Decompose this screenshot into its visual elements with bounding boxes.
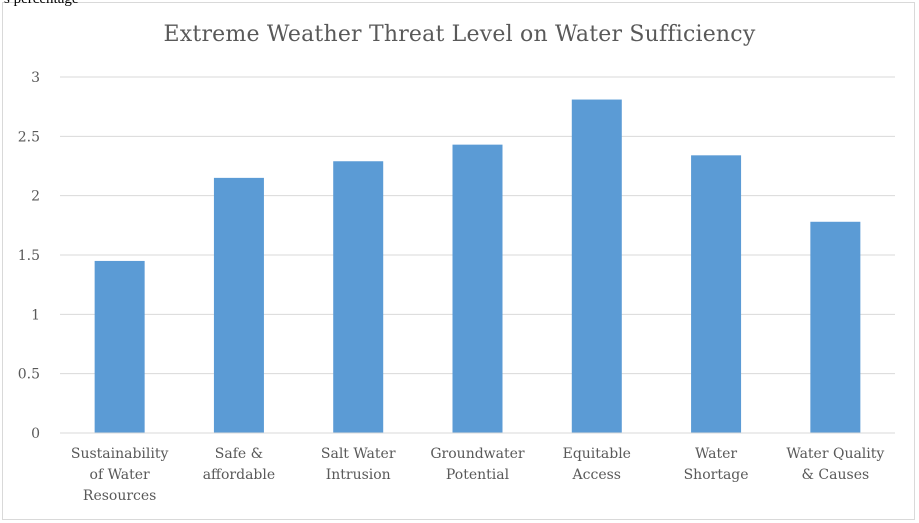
- bar: [810, 221, 861, 433]
- bar: [333, 161, 384, 433]
- header-fragment: s percentage: [4, 0, 79, 8]
- chart-title: Extreme Weather Threat Level on Water Su…: [163, 22, 756, 47]
- bar: [691, 155, 742, 433]
- x-tick-label: Water Shortage: [684, 446, 749, 483]
- y-tick-label: 3: [31, 70, 40, 86]
- x-tick-label: Salt Water Intrusion: [321, 446, 396, 483]
- bar: [94, 260, 145, 433]
- y-tick-label: 2.5: [18, 129, 40, 145]
- x-tick-label: Water Quality & Causes: [786, 446, 884, 483]
- x-tick-label: Groundwater Potential: [430, 446, 525, 483]
- bar: [213, 177, 264, 433]
- y-tick-label: 0: [31, 426, 40, 442]
- x-tick-label: Equitable Access: [563, 446, 631, 483]
- y-tick-label: 1.5: [18, 248, 40, 264]
- x-tick-label: Safe & affordable: [203, 446, 275, 483]
- bar: [571, 99, 622, 434]
- y-tick-label: 2: [31, 189, 40, 205]
- y-tick-label: 0.5: [18, 367, 40, 383]
- y-tick-label: 1: [31, 307, 40, 323]
- bar: [452, 144, 503, 433]
- x-tick-label: Sustainability of Water Resources: [71, 446, 169, 504]
